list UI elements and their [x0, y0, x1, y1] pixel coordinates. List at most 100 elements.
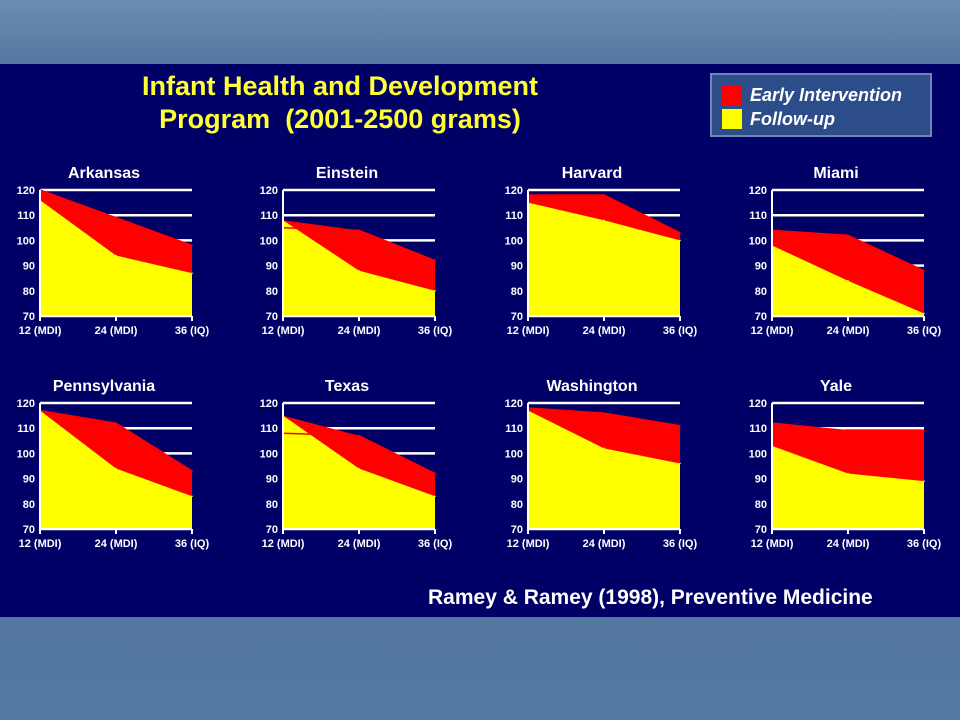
point-follow-up	[679, 239, 681, 242]
x-tick-label: 12 (MDI)	[262, 325, 305, 337]
chart-yale: 70 80 90 100 110 120 12 (MDI) 24 (MDI) 36 (IQ) Ya…	[749, 378, 942, 550]
y-tick-label: 90	[511, 474, 523, 486]
chart-title: Pennsylvania	[53, 378, 155, 395]
y-tick-label: 120	[260, 185, 278, 197]
x-tick-label: 12 (MDI)	[262, 538, 305, 550]
x-tick-label: 36 (IQ)	[418, 538, 453, 550]
chart-harvard: 70 80 90 100 110 120 12 (MDI) 24 (MDI) 36 (IQ) Ha…	[505, 165, 698, 337]
point-follow-up	[434, 495, 436, 498]
y-tick-label: 90	[755, 474, 767, 486]
y-tick-label: 70	[755, 524, 767, 536]
y-tick-label: 70	[511, 524, 523, 536]
y-tick-label: 100	[749, 448, 767, 460]
y-tick-label: 90	[23, 474, 35, 486]
chart-einstein: 70 80 90 100 110 120 12 (MDI) 24 (MDI) 36 (IQ) Ei…	[260, 165, 453, 337]
y-tick-label: 80	[511, 499, 523, 511]
point-early-intervention	[847, 429, 849, 432]
chart-title: Texas	[325, 378, 369, 395]
point-early-intervention	[358, 229, 360, 232]
y-tick-label: 80	[23, 499, 35, 511]
y-tick-label: 90	[511, 261, 523, 273]
y-tick-label: 110	[749, 210, 767, 222]
title-line-2: Program (2001-2500 grams)	[159, 104, 521, 134]
y-tick-label: 90	[23, 261, 35, 273]
x-tick-label: 12 (MDI)	[751, 538, 794, 550]
x-tick-label: 24 (MDI)	[583, 325, 626, 337]
point-early-intervention	[434, 472, 436, 475]
y-tick-label: 80	[755, 499, 767, 511]
legend: Early Intervention Follow-up	[710, 73, 932, 137]
y-tick-label: 120	[749, 398, 767, 410]
point-follow-up	[358, 269, 360, 272]
area-follow-up	[528, 410, 680, 529]
y-tick-label: 80	[266, 286, 278, 298]
y-tick-label: 120	[260, 398, 278, 410]
y-tick-label: 100	[505, 448, 523, 460]
area-follow-up	[528, 202, 680, 316]
y-tick-label: 110	[505, 423, 523, 435]
y-tick-label: 120	[505, 398, 523, 410]
point-early-intervention	[191, 244, 193, 247]
y-tick-label: 90	[755, 261, 767, 273]
point-early-intervention	[679, 424, 681, 427]
y-tick-label: 110	[505, 210, 523, 222]
title-line-1: Infant Health and Development	[141, 71, 539, 101]
chart-title: Miami	[813, 165, 858, 182]
area-follow-up	[772, 445, 924, 529]
point-follow-up	[923, 480, 925, 482]
y-tick-label: 110	[17, 210, 35, 222]
point-follow-up	[191, 272, 193, 274]
point-early-intervention	[191, 470, 193, 472]
y-tick-label: 110	[17, 423, 35, 435]
chart-title: Einstein	[316, 165, 378, 182]
y-tick-label: 120	[749, 185, 767, 197]
chart-pennsylvania: 70 80 90 100 110 120 12 (MDI) 24 (MDI) 36 (IQ) Pe…	[17, 378, 210, 550]
y-tick-label: 110	[260, 423, 278, 435]
point-follow-up	[603, 219, 605, 222]
x-tick-label: 36 (IQ)	[663, 538, 698, 550]
legend-swatch-early-intervention	[722, 85, 742, 105]
area-follow-up	[283, 415, 435, 529]
chart-title: Yale	[820, 378, 852, 395]
x-tick-label: 36 (IQ)	[907, 538, 942, 550]
chart-arkansas: 70 80 90 100 110 120 12 (MDI) 24 (MDI) 36 (IQ) Ar…	[17, 165, 210, 337]
x-tick-label: 24 (MDI)	[827, 538, 870, 550]
point-follow-up	[115, 254, 117, 257]
y-tick-label: 70	[755, 311, 767, 323]
point-follow-up	[603, 447, 605, 450]
chart-washington: 70 80 90 100 110 120 12 (MDI) 24 (MDI) 36 (IQ) Wa…	[505, 378, 698, 550]
point-early-intervention	[358, 434, 360, 437]
y-tick-label: 100	[749, 235, 767, 247]
x-tick-label: 12 (MDI)	[507, 325, 550, 337]
x-tick-label: 24 (MDI)	[95, 325, 138, 337]
point-early-intervention	[115, 422, 117, 424]
x-tick-label: 36 (IQ)	[418, 325, 453, 337]
legend-label-early-intervention: Early Intervention	[750, 85, 903, 105]
area-follow-up	[40, 410, 192, 529]
x-tick-label: 36 (IQ)	[663, 325, 698, 337]
chart-miami: 70 80 90 100 110 120 12 (MDI) 24 (MDI) 36 (IQ) Mi…	[749, 165, 942, 337]
point-follow-up	[847, 279, 849, 282]
y-tick-label: 80	[511, 286, 523, 298]
point-follow-up	[115, 467, 117, 470]
point-follow-up	[923, 312, 925, 315]
y-tick-label: 70	[266, 311, 278, 323]
y-tick-label: 100	[260, 448, 278, 460]
y-tick-label: 100	[260, 235, 278, 247]
chart-title: Washington	[547, 378, 638, 395]
citation: Ramey & Ramey (1998), Preventive Medicin…	[428, 586, 873, 609]
y-tick-label: 80	[755, 286, 767, 298]
y-tick-label: 100	[17, 235, 35, 247]
x-tick-label: 24 (MDI)	[95, 538, 138, 550]
slide-title: Infant Health and Development Program (2…	[30, 70, 650, 136]
x-tick-label: 36 (IQ)	[175, 325, 210, 337]
legend-label-follow-up: Follow-up	[750, 109, 835, 129]
chart-texas: 70 80 90 100 110 120 12 (MDI) 24 (MDI) 36 (IQ) Te…	[260, 378, 453, 550]
y-tick-label: 100	[505, 235, 523, 247]
legend-swatch-follow-up	[722, 109, 742, 129]
y-tick-label: 70	[266, 524, 278, 536]
chart-title: Harvard	[562, 165, 622, 182]
x-tick-label: 24 (MDI)	[583, 538, 626, 550]
slide-top-band	[0, 0, 960, 64]
y-tick-label: 100	[17, 448, 35, 460]
